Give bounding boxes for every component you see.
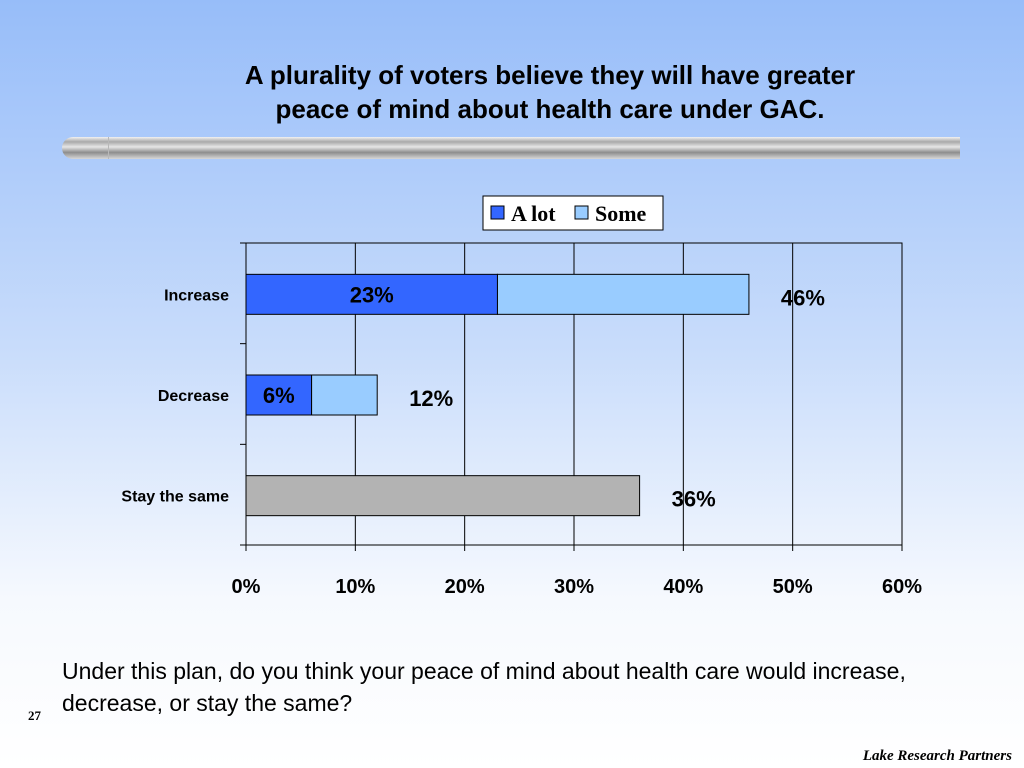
legend-box	[482, 195, 664, 231]
bar-some	[496, 273, 750, 315]
x-tick-label: 60%	[882, 576, 922, 598]
bar-inner-label: 6%	[263, 383, 295, 408]
page-number: 27	[28, 708, 41, 723]
x-tick-label: 10%	[335, 576, 375, 598]
category-label: Increase	[164, 287, 229, 304]
title-divider	[62, 137, 960, 159]
bar-inner-label: 23%	[350, 282, 394, 307]
category-label: Stay the same	[121, 489, 229, 506]
survey-question: Under this plan, do you think your peace…	[62, 658, 906, 716]
x-tick-label: 40%	[663, 576, 703, 598]
legend-label: A lot	[511, 201, 556, 226]
x-tick-label: 20%	[445, 576, 485, 598]
slide-title: A plurality of voters believe they will …	[150, 58, 950, 126]
bar-a-lot	[245, 475, 641, 517]
legend-swatch	[490, 205, 505, 220]
bar-total-label: 36%	[672, 487, 716, 512]
bar-some	[311, 374, 378, 416]
x-tick-label: 0%	[232, 576, 261, 598]
title-line-2: peace of mind about health care under GA…	[275, 94, 825, 124]
peace-of-mind-bar-chart: 0% 10% 20% 30% 40% 50% 60% Increase 23% 46% Decrea…	[121, 195, 922, 598]
x-tick-label: 30%	[554, 576, 594, 598]
company-name: Lake Research Partners	[862, 748, 1012, 764]
bar-total-label: 12%	[409, 386, 453, 411]
title-line-1: A plurality of voters believe they will …	[244, 60, 856, 90]
legend-swatch	[574, 205, 589, 220]
category-label: Decrease	[158, 388, 229, 405]
x-tick-label: 50%	[773, 576, 813, 598]
bar-a-lot	[245, 374, 313, 416]
legend-label: Some	[595, 201, 647, 226]
bar-total-label: 46%	[781, 285, 825, 310]
